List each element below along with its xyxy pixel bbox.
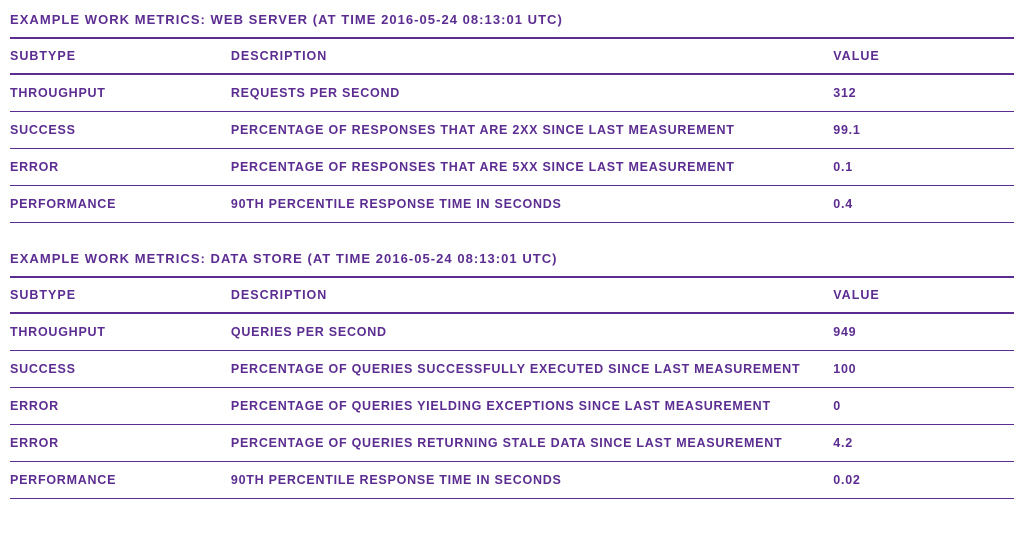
table-row: SUCCESS PERCENTAGE OF QUERIES SUCCESSFUL… <box>10 351 1014 388</box>
col-header-value: VALUE <box>833 277 1014 313</box>
cell-subtype: ERROR <box>10 388 231 425</box>
cell-subtype: SUCCESS <box>10 351 231 388</box>
table-header-row: SUBTYPE DESCRIPTION VALUE <box>10 38 1014 74</box>
metrics-table-web-server: EXAMPLE WORK METRICS: WEB SERVER (AT TIM… <box>10 12 1014 223</box>
cell-subtype: THROUGHPUT <box>10 313 231 351</box>
cell-subtype: THROUGHPUT <box>10 74 231 112</box>
col-header-value: VALUE <box>833 38 1014 74</box>
table-title: EXAMPLE WORK METRICS: WEB SERVER (AT TIM… <box>10 12 1014 27</box>
table-header-row: SUBTYPE DESCRIPTION VALUE <box>10 277 1014 313</box>
cell-description: PERCENTAGE OF RESPONSES THAT ARE 2XX SIN… <box>231 112 833 149</box>
cell-value: 949 <box>833 313 1014 351</box>
table-row: THROUGHPUT REQUESTS PER SECOND 312 <box>10 74 1014 112</box>
table-title: EXAMPLE WORK METRICS: DATA STORE (AT TIM… <box>10 251 1014 266</box>
cell-description: REQUESTS PER SECOND <box>231 74 833 112</box>
cell-value: 99.1 <box>833 112 1014 149</box>
col-header-description: DESCRIPTION <box>231 277 833 313</box>
metrics-table: SUBTYPE DESCRIPTION VALUE THROUGHPUT REQ… <box>10 37 1014 223</box>
cell-subtype: ERROR <box>10 425 231 462</box>
table-row: SUCCESS PERCENTAGE OF RESPONSES THAT ARE… <box>10 112 1014 149</box>
cell-description: PERCENTAGE OF QUERIES YIELDING EXCEPTION… <box>231 388 833 425</box>
cell-description: QUERIES PER SECOND <box>231 313 833 351</box>
cell-description: PERCENTAGE OF QUERIES RETURNING STALE DA… <box>231 425 833 462</box>
cell-subtype: ERROR <box>10 149 231 186</box>
cell-value: 100 <box>833 351 1014 388</box>
cell-value: 4.2 <box>833 425 1014 462</box>
cell-value: 0.4 <box>833 186 1014 223</box>
cell-subtype: PERFORMANCE <box>10 462 231 499</box>
cell-description: PERCENTAGE OF QUERIES SUCCESSFULLY EXECU… <box>231 351 833 388</box>
table-row: PERFORMANCE 90TH PERCENTILE RESPONSE TIM… <box>10 462 1014 499</box>
cell-value: 0.1 <box>833 149 1014 186</box>
table-row: THROUGHPUT QUERIES PER SECOND 949 <box>10 313 1014 351</box>
table-row: PERFORMANCE 90TH PERCENTILE RESPONSE TIM… <box>10 186 1014 223</box>
cell-description: 90TH PERCENTILE RESPONSE TIME IN SECONDS <box>231 462 833 499</box>
cell-value: 0 <box>833 388 1014 425</box>
col-header-description: DESCRIPTION <box>231 38 833 74</box>
col-header-subtype: SUBTYPE <box>10 38 231 74</box>
cell-subtype: SUCCESS <box>10 112 231 149</box>
cell-description: 90TH PERCENTILE RESPONSE TIME IN SECONDS <box>231 186 833 223</box>
table-row: ERROR PERCENTAGE OF RESPONSES THAT ARE 5… <box>10 149 1014 186</box>
table-row: ERROR PERCENTAGE OF QUERIES RETURNING ST… <box>10 425 1014 462</box>
cell-value: 312 <box>833 74 1014 112</box>
col-header-subtype: SUBTYPE <box>10 277 231 313</box>
metrics-table: SUBTYPE DESCRIPTION VALUE THROUGHPUT QUE… <box>10 276 1014 499</box>
cell-subtype: PERFORMANCE <box>10 186 231 223</box>
table-row: ERROR PERCENTAGE OF QUERIES YIELDING EXC… <box>10 388 1014 425</box>
cell-description: PERCENTAGE OF RESPONSES THAT ARE 5XX SIN… <box>231 149 833 186</box>
metrics-table-data-store: EXAMPLE WORK METRICS: DATA STORE (AT TIM… <box>10 251 1014 499</box>
cell-value: 0.02 <box>833 462 1014 499</box>
